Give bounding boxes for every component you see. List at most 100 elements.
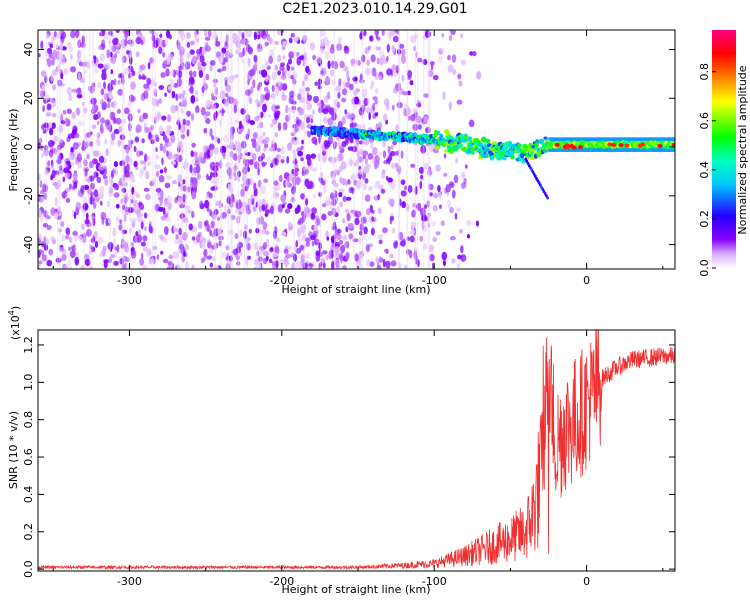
noise-speck [187,186,191,193]
noise-speck [449,236,456,241]
noise-speck [342,195,347,202]
signal-mark [434,145,440,151]
noise-speck [182,118,187,126]
noise-streak [243,30,245,269]
noise-streak [45,30,48,269]
noise-speck [164,182,171,189]
signal-peak [571,145,577,150]
noise-speck [137,213,144,218]
noise-speck [281,83,288,91]
noise-speck [168,142,172,147]
noise-speck [188,123,191,131]
noise-speck [233,104,237,114]
noise-speck [355,141,360,148]
noise-speck [93,189,99,198]
noise-speck [200,106,206,116]
noise-speck [234,74,239,79]
noise-speck [270,247,274,252]
noise-speck [415,115,422,124]
noise-streak [83,30,85,269]
noise-speck [166,150,169,157]
noise-speck [76,50,82,59]
noise-speck [269,205,275,215]
noise-speck [194,30,197,38]
noise-speck [321,250,328,255]
noise-speck [346,212,351,222]
noise-streak [259,30,262,269]
noise-speck [179,55,184,63]
noise-speck [147,161,152,167]
noise-speck [438,190,442,199]
noise-speck [298,107,305,116]
noise-speck [372,147,378,155]
noise-speck [363,166,370,174]
noise-speck [276,154,282,160]
x-tick-label: -300 [117,575,142,588]
noise-speck [191,264,195,269]
noise-speck [68,236,73,243]
noise-speck [196,173,201,180]
noise-speck [130,217,137,224]
noise-speck [170,134,176,144]
noise-speck [404,185,407,191]
noise-speck [475,220,479,227]
noise-streak [417,30,419,269]
noise-speck [410,35,416,44]
noise-speck [102,175,108,180]
signal-mark [434,129,438,134]
noise-speck [38,137,43,144]
colorbar-tick-label: 0.8 [698,63,711,81]
noise-speck [41,153,44,158]
signal-mark [439,133,444,139]
noise-speck [275,105,281,110]
noise-speck [343,65,349,72]
noise-speck [41,249,45,256]
noise-speck [49,43,53,49]
signal-mark [535,141,539,148]
spectrogram-panel: -300 -200 -100 0 40 20 0 -20 -40 Height of stra… [7,29,676,296]
noise-speck [206,223,210,232]
noise-speck [84,219,91,225]
noise-speck [287,72,291,79]
noise-speck [266,89,270,98]
noise-speck [374,98,379,105]
spectrogram-y-ticks: 40 20 0 -20 -40 [22,43,675,254]
noise-speck [189,85,194,95]
noise-speck [97,45,103,50]
signal-peak [671,142,675,147]
noise-speck [258,216,265,225]
signal-mark [470,146,476,152]
noise-speck [51,122,56,129]
noise-speck [338,240,344,245]
noise-speck [59,42,63,51]
noise-speck [100,88,105,96]
noise-speck [326,91,331,99]
noise-speck [104,62,110,70]
noise-speck [140,39,144,46]
x-tick-label: 0 [583,575,590,588]
noise-speck [458,229,463,234]
noise-speck [311,167,318,172]
noise-speck [329,157,336,164]
noise-speck [212,213,216,220]
noise-speck [443,172,448,177]
noise-speck [68,46,74,53]
noise-streak [230,30,232,269]
noise-speck [139,160,145,165]
noise-speck [432,74,439,81]
noise-speck [67,133,73,140]
noise-speck [46,259,53,267]
noise-speck [378,239,383,245]
noise-speck [315,215,320,224]
noise-speck [238,30,242,37]
noise-speck [432,237,438,242]
noise-speck [338,192,343,198]
noise-speck [389,215,395,222]
noise-speck [410,163,416,168]
noise-speck [92,202,97,209]
noise-speck [263,143,269,149]
noise-speck [134,136,140,143]
noise-speck [238,127,244,133]
noise-speck [135,36,142,45]
noise-speck [48,149,54,158]
